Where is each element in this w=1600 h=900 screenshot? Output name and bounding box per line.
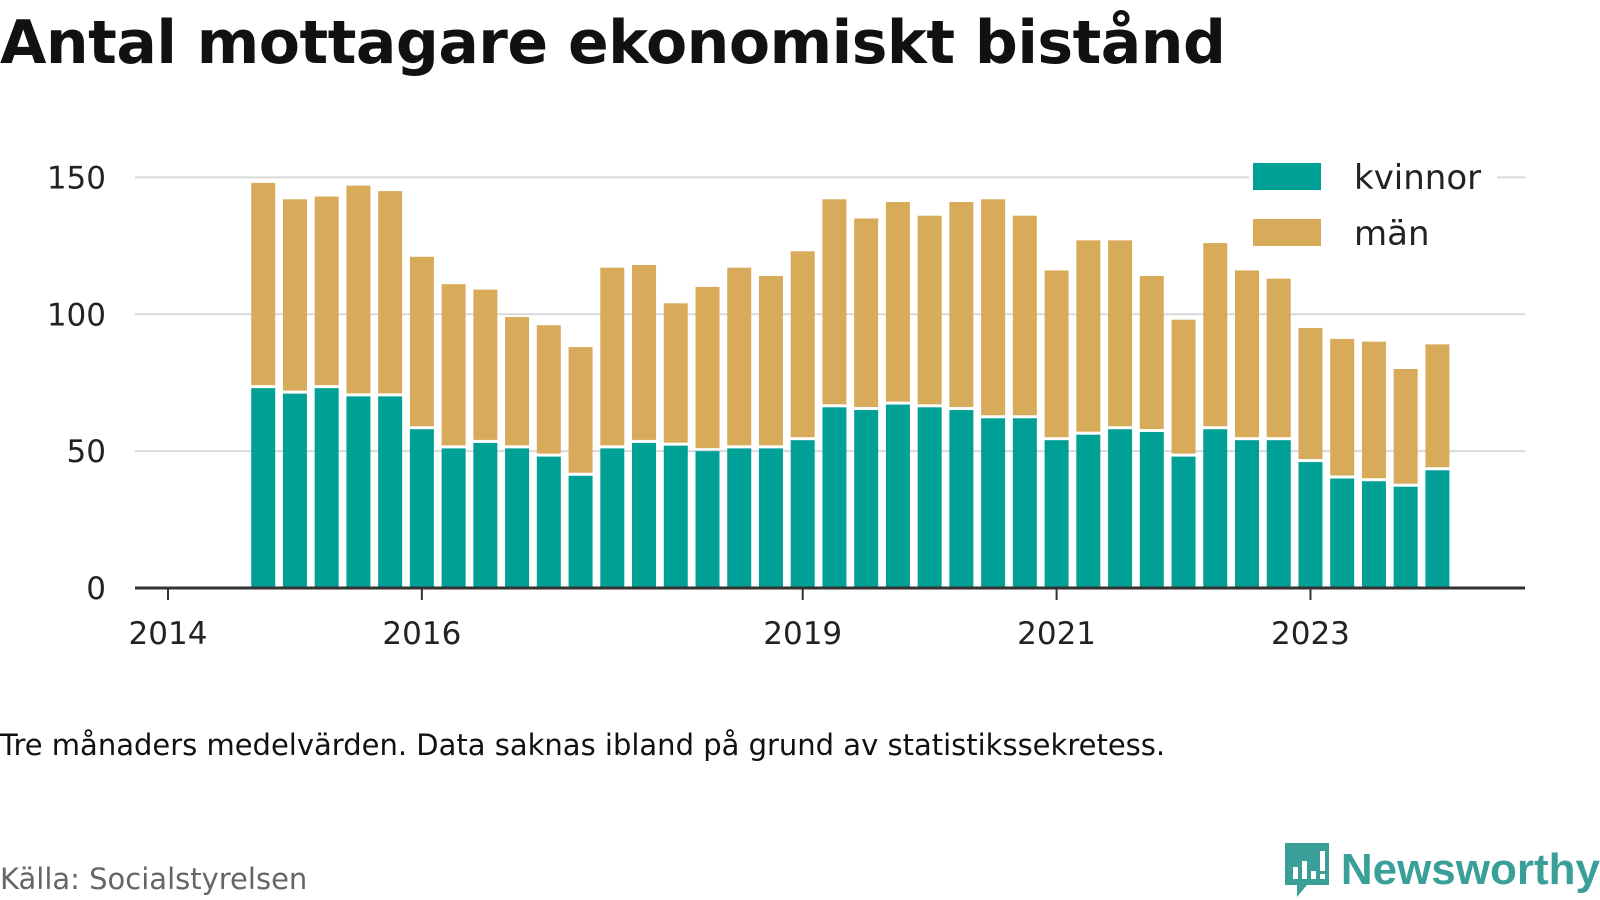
bar-kvinnor (1139, 431, 1164, 588)
bar-man (1012, 215, 1037, 416)
bar-kvinnor (1171, 456, 1196, 588)
bar-man (1298, 327, 1323, 460)
bar-kvinnor (346, 396, 371, 588)
x-tick-label: 2014 (129, 616, 208, 652)
bar-man (505, 316, 530, 446)
chart-title: Antal mottagare ekonomiskt bistånd (0, 8, 1226, 78)
newsworthy-logo-icon (1284, 843, 1329, 897)
bar-kvinnor (378, 396, 403, 588)
brand-logo[interactable]: Newsworthy (1281, 840, 1600, 900)
bar-kvinnor (1203, 429, 1228, 588)
bar-kvinnor (981, 418, 1006, 588)
bar-kvinnor (441, 448, 466, 588)
bar-man (695, 286, 720, 449)
bar-kvinnor (409, 429, 434, 588)
bar-man (536, 325, 561, 454)
bar-kvinnor (790, 440, 815, 588)
bar-man (251, 182, 276, 386)
bar-man (282, 199, 307, 391)
chart-note: Tre månaders medelvärden. Data saknas ib… (0, 728, 1166, 762)
bar-kvinnor (1012, 418, 1037, 588)
bar-kvinnor (473, 442, 498, 588)
bar-man (473, 289, 498, 440)
bar-kvinnor (1076, 434, 1101, 588)
bar-kvinnor (568, 475, 593, 588)
bar-man (981, 199, 1006, 416)
bar-kvinnor (314, 388, 339, 588)
y-tick-label: 100 (47, 297, 106, 333)
x-tick-label: 2016 (382, 616, 461, 652)
bar-man (600, 267, 625, 446)
bar-man (1393, 369, 1418, 484)
y-tick-label: 50 (67, 434, 106, 470)
bar-kvinnor (632, 442, 657, 588)
bar-man (632, 264, 657, 440)
bar-kvinnor (536, 456, 561, 588)
legend-swatch-kvinnor (1253, 163, 1321, 190)
bar-kvinnor (1361, 481, 1386, 588)
bar-kvinnor (727, 448, 752, 588)
bar-kvinnor (1330, 478, 1355, 588)
source-credit: Källa: Socialstyrelsen (0, 862, 308, 896)
bar-man (568, 347, 593, 473)
bar-man (854, 218, 879, 408)
bar-kvinnor (822, 407, 847, 588)
bar-man (822, 199, 847, 405)
bar-man (409, 256, 434, 427)
bar-man (1108, 240, 1133, 427)
x-tick-label: 2023 (1271, 616, 1350, 652)
bar-kvinnor (1298, 462, 1323, 588)
bar-man (885, 202, 910, 402)
bar-kvinnor (1108, 429, 1133, 588)
brand-name: Newsworthy (1340, 845, 1600, 894)
bar-kvinnor (854, 410, 879, 588)
bar-man (1139, 275, 1164, 429)
y-tick-label: 0 (86, 571, 106, 607)
bar-kvinnor (663, 445, 688, 588)
axes: 0 50 100 150 2014 2016 2019 2021 2023 (47, 160, 1525, 652)
bar-man (1330, 338, 1355, 476)
x-tick-label: 2021 (1017, 616, 1096, 652)
bar-man (346, 185, 371, 394)
bar-man (1203, 243, 1228, 427)
bar-kvinnor (949, 410, 974, 588)
bar-man (1425, 344, 1450, 468)
bar-kvinnor (917, 407, 942, 588)
legend-label-kvinnor: kvinnor (1354, 158, 1481, 198)
bar-man (1171, 319, 1196, 454)
bar-kvinnor (1266, 440, 1291, 588)
bars (251, 182, 1450, 588)
bar-man (790, 251, 815, 438)
bar-kvinnor (251, 388, 276, 588)
legend-swatch-man (1253, 219, 1321, 246)
bar-kvinnor (1044, 440, 1069, 588)
bar-man (727, 267, 752, 446)
y-tick-label: 150 (47, 160, 106, 196)
bar-man (441, 284, 466, 446)
bar-kvinnor (282, 393, 307, 588)
bar-kvinnor (1235, 440, 1259, 588)
bar-kvinnor (758, 448, 783, 588)
bar-kvinnor (600, 448, 625, 588)
bar-man (1076, 240, 1101, 432)
bar-man (663, 303, 688, 443)
x-tick-label: 2019 (763, 616, 842, 652)
bar-man (917, 215, 942, 405)
legend: kvinnor män (1249, 157, 1497, 261)
bar-man (1361, 341, 1386, 479)
bar-man (314, 196, 339, 386)
bar-man (1266, 278, 1291, 438)
bar-kvinnor (1425, 470, 1450, 588)
bar-kvinnor (695, 451, 720, 588)
bar-man (1044, 270, 1069, 438)
chart-svg: 0 50 100 150 2014 2016 2019 2021 2023 kvinnor män (47, 157, 1525, 652)
legend-label-man: män (1354, 214, 1430, 254)
bar-man (1235, 270, 1259, 438)
bar-man (758, 275, 783, 446)
bar-kvinnor (885, 404, 910, 588)
bar-man (949, 202, 974, 408)
bar-kvinnor (505, 448, 530, 588)
bar-kvinnor (1393, 486, 1418, 588)
bar-man (378, 191, 403, 394)
